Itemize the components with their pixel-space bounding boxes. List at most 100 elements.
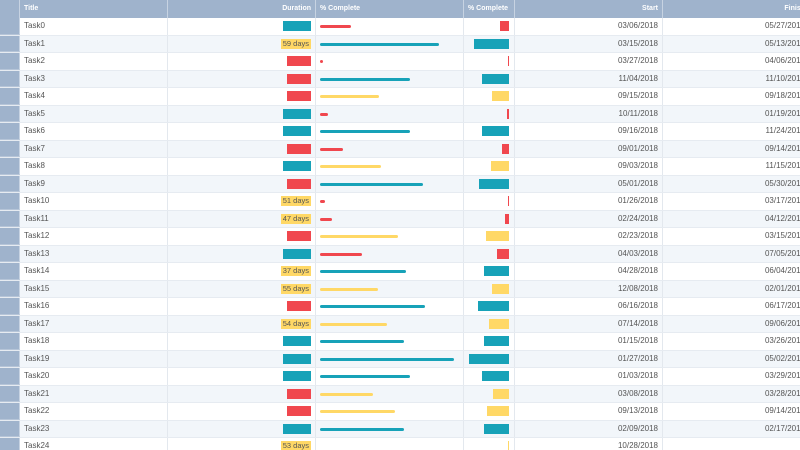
row-selector[interactable] [0, 193, 20, 210]
percent-complete-cell[interactable] [316, 245, 464, 262]
percent-complete-box-cell[interactable] [464, 420, 515, 437]
row-selector[interactable] [0, 35, 20, 52]
percent-complete-cell[interactable] [316, 368, 464, 385]
percent-complete-cell[interactable] [316, 53, 464, 70]
percent-complete-cell[interactable] [316, 280, 464, 297]
finish-cell[interactable]: 03/26/2018 [663, 333, 800, 350]
title-cell[interactable]: Task24 [20, 438, 168, 450]
percent-complete-box-cell[interactable] [464, 315, 515, 332]
row-selector[interactable] [0, 333, 20, 350]
start-cell[interactable]: 03/15/2018 [515, 35, 663, 52]
percent-complete-cell[interactable] [316, 105, 464, 122]
start-cell[interactable]: 01/26/2018 [515, 193, 663, 210]
duration-cell[interactable] [168, 123, 316, 140]
percent-complete-box-cell[interactable] [464, 350, 515, 367]
row-selector[interactable] [0, 140, 20, 157]
percent-complete-cell[interactable] [316, 298, 464, 315]
percent-complete-cell[interactable] [316, 333, 464, 350]
percent-complete-cell[interactable] [316, 88, 464, 105]
finish-cell[interactable]: 09/14/2018 [663, 403, 800, 420]
duration-cell[interactable] [168, 175, 316, 192]
title-cell[interactable]: Task14 [20, 263, 168, 280]
percent-complete-box-cell[interactable] [464, 70, 515, 87]
start-cell[interactable]: 09/13/2018 [515, 403, 663, 420]
finish-cell[interactable]: 09/06/2018 [663, 316, 800, 333]
percent-complete-box-cell[interactable] [464, 123, 515, 140]
duration-cell[interactable]: 47 days [168, 210, 316, 227]
percent-complete-box-cell[interactable] [464, 158, 515, 175]
title-cell[interactable]: Task8 [20, 158, 168, 175]
table-row[interactable]: Task24 53 days 10/28/2018 [0, 438, 800, 450]
percent-complete-box-cell[interactable] [464, 35, 515, 52]
title-cell[interactable]: Task5 [20, 105, 168, 122]
percent-complete-box-cell[interactable] [464, 263, 515, 280]
title-cell[interactable]: Task11 [20, 210, 168, 227]
title-cell[interactable]: Task16 [20, 298, 168, 315]
row-selector[interactable] [0, 105, 20, 122]
start-cell[interactable]: 12/08/2018 [515, 280, 663, 297]
header-percent-complete[interactable]: % Complete [316, 0, 464, 18]
duration-cell[interactable] [168, 298, 316, 315]
title-cell[interactable]: Task10 [20, 193, 168, 210]
finish-cell[interactable]: 02/17/2018 [663, 421, 800, 438]
title-cell[interactable]: Task12 [20, 228, 168, 245]
percent-complete-box-cell[interactable] [464, 280, 515, 297]
duration-cell[interactable] [168, 105, 316, 122]
start-cell[interactable]: 06/16/2018 [515, 298, 663, 315]
row-selector[interactable] [0, 228, 20, 245]
start-cell[interactable]: 09/15/2018 [515, 88, 663, 105]
finish-cell[interactable]: 05/30/2018 [663, 176, 800, 193]
percent-complete-box-cell[interactable] [464, 175, 515, 192]
percent-complete-cell[interactable] [316, 193, 464, 210]
percent-complete-box-cell[interactable] [464, 385, 515, 402]
header-percent-complete-2[interactable]: % Complete [464, 0, 515, 18]
percent-complete-cell[interactable] [316, 158, 464, 175]
finish-cell[interactable] [663, 438, 800, 450]
percent-complete-box-cell[interactable] [464, 140, 515, 157]
percent-complete-box-cell[interactable] [464, 105, 515, 122]
percent-complete-box-cell[interactable] [464, 210, 515, 227]
header-title[interactable]: Title [20, 0, 168, 18]
start-cell[interactable]: 02/23/2018 [515, 228, 663, 245]
percent-complete-box-cell[interactable] [464, 403, 515, 420]
row-selector[interactable] [0, 420, 20, 437]
title-cell[interactable]: Task2 [20, 53, 168, 70]
finish-cell[interactable]: 05/27/2018 [663, 18, 800, 35]
finish-cell[interactable]: 09/14/2018 [663, 141, 800, 158]
title-cell[interactable]: Task4 [20, 88, 168, 105]
finish-cell[interactable]: 01/19/2019 [663, 106, 800, 123]
start-cell[interactable]: 09/03/2018 [515, 158, 663, 175]
start-cell[interactable]: 03/06/2018 [515, 18, 663, 35]
percent-complete-cell[interactable] [316, 35, 464, 52]
duration-cell[interactable]: 54 days [168, 315, 316, 332]
duration-cell[interactable] [168, 158, 316, 175]
title-cell[interactable]: Task15 [20, 280, 168, 297]
title-cell[interactable]: Task23 [20, 420, 168, 437]
percent-complete-cell[interactable] [316, 140, 464, 157]
finish-cell[interactable]: 11/15/2018 [663, 158, 800, 175]
duration-cell[interactable]: 53 days [168, 438, 316, 450]
finish-cell[interactable]: 02/01/2019 [663, 281, 800, 298]
percent-complete-cell[interactable] [316, 385, 464, 402]
percent-complete-box-cell[interactable] [464, 88, 515, 105]
duration-cell[interactable]: 37 days [168, 263, 316, 280]
row-selector[interactable] [0, 158, 20, 175]
start-cell[interactable]: 10/28/2018 [515, 438, 663, 450]
finish-cell[interactable]: 03/29/2018 [663, 368, 800, 385]
duration-cell[interactable] [168, 228, 316, 245]
duration-cell[interactable] [168, 88, 316, 105]
percent-complete-cell[interactable] [316, 210, 464, 227]
